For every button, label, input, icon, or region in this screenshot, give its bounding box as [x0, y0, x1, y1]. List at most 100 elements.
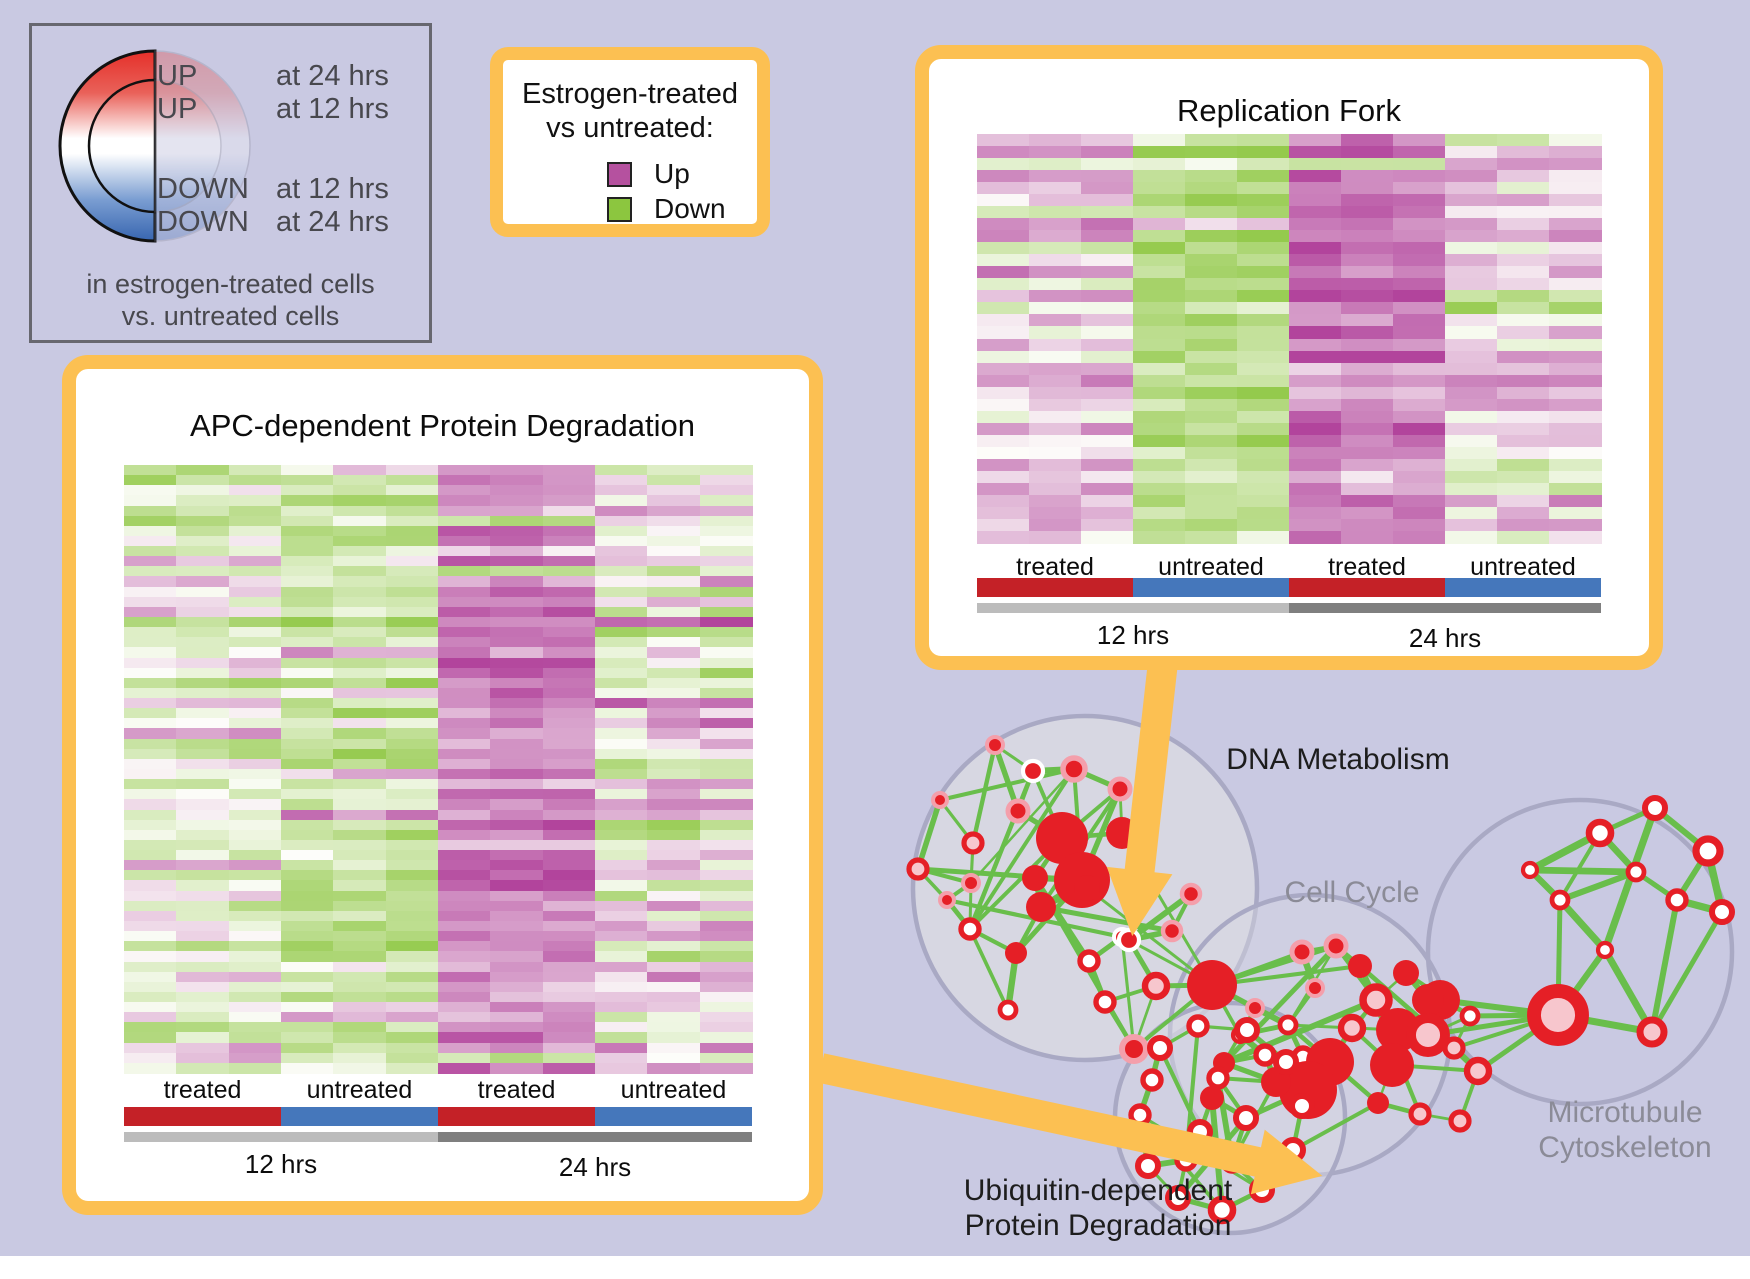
heatmap-cell — [490, 535, 544, 547]
heatmap-cell — [977, 254, 1030, 267]
heatmap-cell — [385, 789, 439, 800]
heatmap-cell — [228, 535, 282, 547]
heatmap-cell — [1237, 134, 1290, 147]
heatmap-cell — [542, 596, 596, 608]
heatmap-cell — [1133, 146, 1186, 159]
condition-label-untreated: untreated — [620, 1076, 727, 1104]
heatmap-cell — [1341, 518, 1394, 532]
heatmap-cell — [699, 637, 753, 648]
heatmap-cell — [542, 687, 596, 699]
heatmap-cell — [977, 362, 1030, 376]
heatmap-cell — [176, 515, 230, 527]
heatmap-cell — [1341, 326, 1394, 340]
heatmap-cell — [1549, 254, 1602, 267]
heatmap-cell — [595, 981, 648, 993]
heatmap-cell — [699, 505, 753, 517]
heatmap-cell — [1341, 158, 1394, 171]
heatmap-cell — [438, 495, 491, 507]
time-label: 24 hrs — [1408, 623, 1482, 653]
heatmap-cell — [124, 667, 177, 679]
heatmap-cell — [977, 398, 1030, 412]
heatmap-cell — [1549, 482, 1602, 496]
heatmap-cell — [1133, 398, 1186, 412]
heatmap-cell — [333, 839, 387, 851]
heatmap-cell — [333, 667, 387, 679]
ubiquitin-label-line1: Ubiquitin-dependent — [963, 1174, 1233, 1207]
heatmap-cell — [1133, 254, 1186, 267]
heatmap-cell — [228, 880, 282, 892]
heatmap-cell — [1237, 374, 1290, 388]
heatmap-cell — [490, 556, 544, 567]
heatmap-cell — [385, 708, 439, 719]
heatmap-cell — [438, 535, 491, 547]
heatmap-cell — [1341, 506, 1394, 520]
heatmap-cell — [438, 586, 491, 598]
heatmap-cell — [281, 515, 334, 527]
heatmap-cell — [333, 860, 387, 871]
heatmap-cell — [333, 789, 387, 800]
heatmap-cell — [385, 971, 439, 983]
heatmap-cell — [1445, 290, 1498, 303]
heatmap-cell — [1185, 278, 1238, 291]
heatmap-cell — [1445, 194, 1498, 207]
gene-node-white-red — [1186, 1014, 1210, 1038]
heatmap-cell — [124, 971, 177, 983]
heatmap-cell — [438, 708, 491, 719]
heatmap-cell — [647, 769, 701, 780]
heatmap-cell — [977, 458, 1030, 472]
heatmap-cell — [1393, 146, 1446, 159]
heatmap-cell — [1445, 470, 1498, 484]
heatmap-cell — [1029, 182, 1082, 195]
updown-rings-icon — [58, 49, 251, 243]
heatmap-cell — [385, 961, 439, 973]
heatmap-cell — [1185, 374, 1238, 388]
heatmap-cell — [1341, 134, 1394, 147]
heatmap-cell — [595, 880, 648, 892]
updown-time-4: at 24 hrs — [276, 206, 389, 238]
heatmap-cell — [699, 1022, 753, 1034]
heatmap-cell — [490, 465, 544, 476]
gene-node-white-red — [1093, 990, 1117, 1014]
heatmap-cell — [490, 839, 544, 851]
heatmap-cell — [977, 302, 1030, 316]
heatmap-cell — [699, 1012, 753, 1023]
heatmap-cell — [1237, 518, 1290, 532]
heatmap-cell — [333, 819, 387, 831]
heatmap-cell — [1289, 146, 1342, 159]
heatmap-cell — [490, 687, 544, 699]
heatmap-cell — [1133, 302, 1186, 316]
heatmap-cell — [542, 708, 596, 719]
heatmap-cell — [1081, 422, 1134, 436]
heatmap-cell — [385, 910, 439, 922]
heatmap-cell — [647, 748, 701, 760]
heatmap-cell — [1289, 470, 1342, 484]
heatmap-cell — [1081, 374, 1134, 388]
heatmap-cell — [333, 850, 387, 861]
gene-node-white-red — [1233, 1105, 1259, 1131]
heatmap-cell — [228, 556, 282, 567]
heatmap-cell — [176, 738, 230, 750]
time-label: 12 hrs — [1096, 620, 1170, 650]
heatmap-cell — [647, 525, 701, 537]
heatmap-cell — [647, 677, 701, 689]
heatmap-cell — [1237, 266, 1290, 279]
gene-node-red — [1005, 942, 1027, 964]
heatmap-cell — [647, 951, 701, 963]
heatmap-cell — [438, 728, 491, 740]
heatmap-cell — [1549, 422, 1602, 436]
heatmap-cell — [1289, 422, 1342, 436]
heatmap-cell — [699, 586, 753, 598]
heatmap-cell — [1497, 410, 1550, 424]
gene-node-white-red — [1230, 1025, 1250, 1045]
heatmap-cell — [1289, 446, 1342, 460]
heatmap-cell — [1393, 374, 1446, 388]
updown-legend-box: UP at 24 hrs UP at 12 hrs DOWN at 12 hrs… — [29, 23, 432, 343]
gene-node-red — [1279, 1061, 1337, 1119]
heatmap-cell — [977, 446, 1030, 460]
heatmap-cell — [699, 748, 753, 760]
gene-node-pink-red — [1408, 1102, 1432, 1126]
heatmap-cell — [1393, 494, 1446, 508]
heatmap-cell — [490, 1042, 544, 1054]
heatmap-cell — [176, 829, 230, 841]
heatmap-cell — [228, 1022, 282, 1034]
